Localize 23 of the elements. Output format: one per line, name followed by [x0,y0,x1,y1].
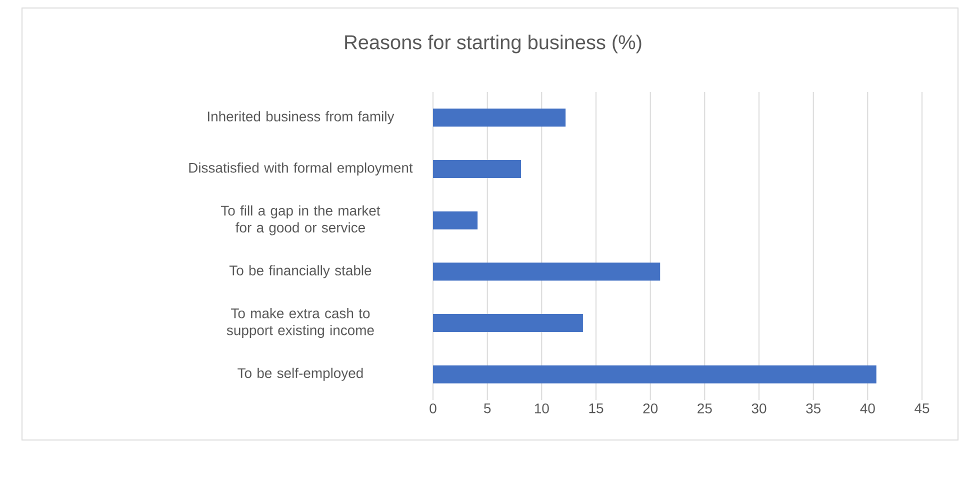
y-tick-label: Inherited business from family [208,111,394,124]
x-tick-label: 20 [643,404,658,414]
x-tick-label: 0 [430,404,436,414]
x-tick-label: 35 [806,404,821,414]
x-tick-label: 30 [752,404,766,414]
bar [433,365,876,384]
y-tick-label: To be financially stable [229,265,372,278]
y-tick-label: To fill a gap in the market for a good or service [220,205,380,236]
bar [433,262,660,281]
bar [433,314,583,332]
x-tick-label: 45 [914,404,930,414]
x-tick-label: 10 [534,404,549,414]
x-tick-label: 5 [484,404,491,414]
chart-title: Reasons for starting business (%) [345,34,642,54]
bar [433,160,522,178]
x-tick-label: 25 [698,404,712,414]
bar [433,108,566,127]
y-tick-label: To make extra cash to support existing income [226,308,374,338]
y-tick-label: Dissatisfied with formal employment [189,162,413,176]
x-tick-label: 15 [589,404,604,414]
y-tick-label: To be self-employed [238,368,363,381]
bar [433,211,478,230]
x-tick-label: 40 [860,404,875,414]
